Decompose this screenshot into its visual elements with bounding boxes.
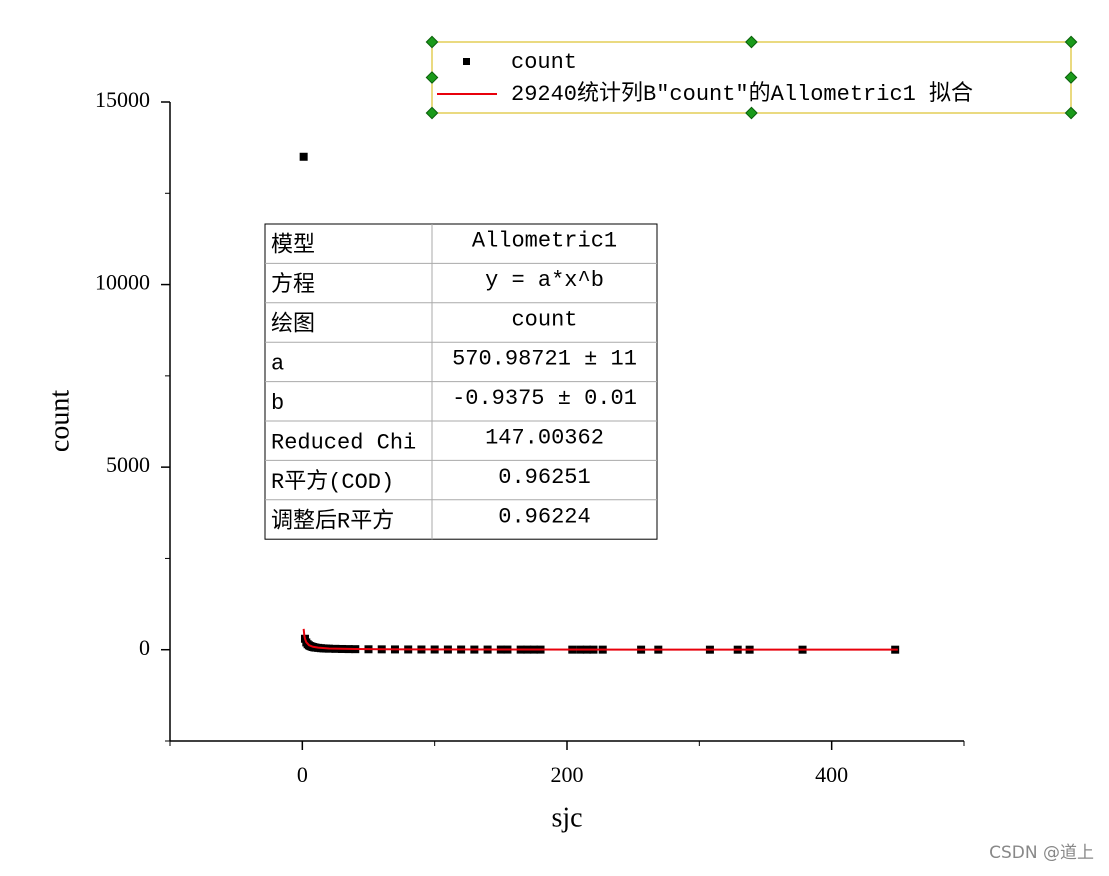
table-value: -0.9375 ± 0.01 <box>452 386 637 411</box>
legend-handle <box>425 35 439 49</box>
x-tick-label: 200 <box>551 762 584 787</box>
table-label: b <box>271 391 284 416</box>
legend-handle <box>1064 35 1078 49</box>
legend-handle <box>1064 106 1078 120</box>
table-value: 570.98721 ± 11 <box>452 347 637 372</box>
table-label: Reduced Chi <box>271 431 416 456</box>
legend-label: count <box>511 50 577 75</box>
scatter-point <box>299 152 308 161</box>
legend-marker <box>463 58 470 65</box>
table-label: R平方(COD) <box>271 469 394 495</box>
x-tick-label: 0 <box>297 762 308 787</box>
table-label: a <box>271 352 284 377</box>
watermark: CSDN @道上 <box>989 843 1094 863</box>
legend-handle <box>425 106 439 120</box>
table-value: 147.00362 <box>485 426 604 451</box>
x-tick-label: 400 <box>815 762 848 787</box>
y-tick-label: 5000 <box>106 452 150 477</box>
x-axis-label: sjc <box>551 802 582 833</box>
fit-line <box>302 628 898 651</box>
table-value: y = a*x^b <box>485 268 604 293</box>
table-value: 0.96224 <box>498 504 590 529</box>
legend-handle <box>425 71 439 84</box>
table-label: 方程 <box>271 272 315 298</box>
legend-box <box>431 41 1072 114</box>
table-value: Allometric1 <box>472 229 617 254</box>
legend-handle <box>745 106 758 120</box>
table-value: count <box>511 307 577 332</box>
y-axis-label: count <box>44 390 75 452</box>
legend-handle <box>745 35 758 49</box>
legend-handle <box>1064 71 1078 84</box>
y-tick-label: 10000 <box>95 270 150 295</box>
table-label: 模型 <box>271 233 315 259</box>
table-label: 绘图 <box>271 311 315 337</box>
y-tick-label: 0 <box>139 635 150 660</box>
legend-label: 29240统计列B″count″的Allometric1 拟合 <box>511 81 973 107</box>
y-tick-label: 15000 <box>95 87 150 112</box>
table-label: 调整后R平方 <box>271 508 394 534</box>
table-value: 0.96251 <box>498 465 590 490</box>
